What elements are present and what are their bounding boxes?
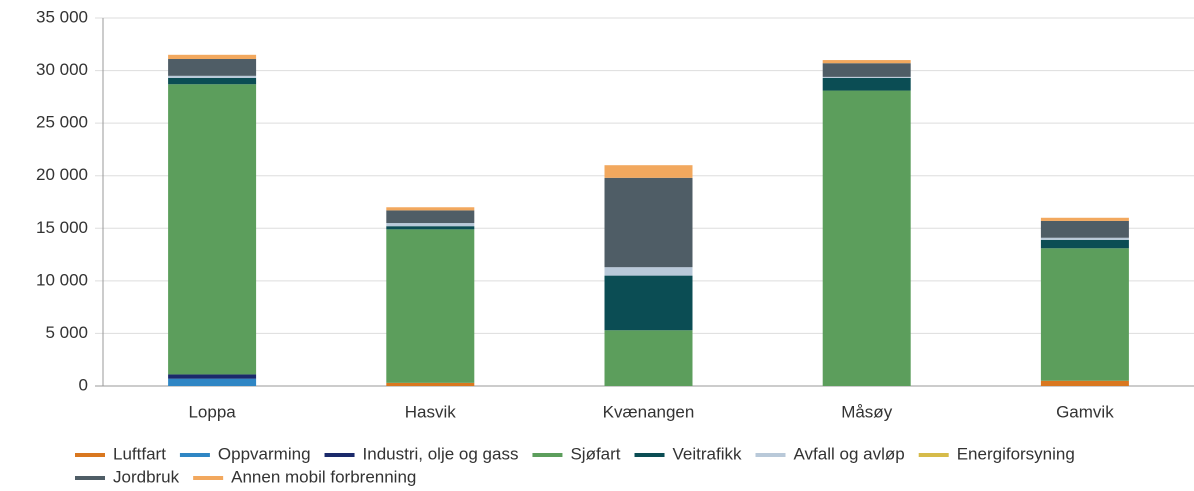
bar-segment	[604, 267, 693, 276]
legend-label: Industri, olje og gass	[363, 444, 519, 463]
legend-label: Annen mobil forbrenning	[231, 467, 416, 486]
bar-segment	[386, 226, 475, 230]
y-tick-label: 25 000	[36, 113, 88, 132]
bar-segment	[1040, 380, 1129, 386]
bar-segment	[386, 382, 475, 386]
bar-segment	[386, 210, 475, 224]
y-tick-label: 10 000	[36, 270, 88, 289]
bar-segment	[1040, 248, 1129, 381]
bar-segment	[1040, 239, 1129, 249]
bar-segment	[1040, 217, 1129, 221]
bar-segment	[168, 54, 257, 60]
bar-segment	[168, 75, 257, 78]
x-tick-label: Måsøy	[841, 402, 893, 421]
legend-label: Veitrafikk	[673, 444, 742, 463]
bar-segment	[386, 207, 475, 211]
y-tick-label: 15 000	[36, 218, 88, 237]
bar-segment	[604, 177, 693, 268]
bar-segment	[168, 59, 257, 76]
x-tick-label: Kvænangen	[603, 402, 695, 421]
bar-segment	[168, 77, 257, 85]
y-tick-label: 35 000	[36, 7, 88, 26]
y-tick-label: 5 000	[45, 323, 88, 342]
bar-segment	[1040, 237, 1129, 240]
bar-segment	[168, 374, 257, 379]
bar-segment	[386, 229, 475, 383]
y-tick-label: 20 000	[36, 165, 88, 184]
x-tick-label: Loppa	[188, 402, 236, 421]
legend-label: Jordbruk	[113, 467, 180, 486]
y-tick-label: 30 000	[36, 60, 88, 79]
bar-segment	[604, 165, 693, 178]
legend-label: Avfall og avløp	[794, 444, 905, 463]
legend-label: Energiforsyning	[957, 444, 1075, 463]
legend-label: Sjøfart	[570, 444, 620, 463]
legend-label: Luftfart	[113, 444, 166, 463]
bar-segment	[822, 63, 911, 77]
bar-segment	[822, 76, 911, 78]
y-tick-label: 0	[79, 375, 88, 394]
x-tick-label: Hasvik	[405, 402, 457, 421]
bar-segment	[168, 84, 257, 375]
bar-segment	[822, 60, 911, 64]
bar-segment	[822, 77, 911, 91]
bar-segment	[604, 330, 693, 386]
legend-label: Oppvarming	[218, 444, 311, 463]
x-tick-label: Gamvik	[1056, 402, 1114, 421]
bar-segment	[604, 275, 693, 331]
bar-segment	[386, 223, 475, 227]
bar-segment	[822, 90, 911, 386]
bar-segment	[1040, 220, 1129, 238]
bar-segment	[168, 378, 257, 386]
